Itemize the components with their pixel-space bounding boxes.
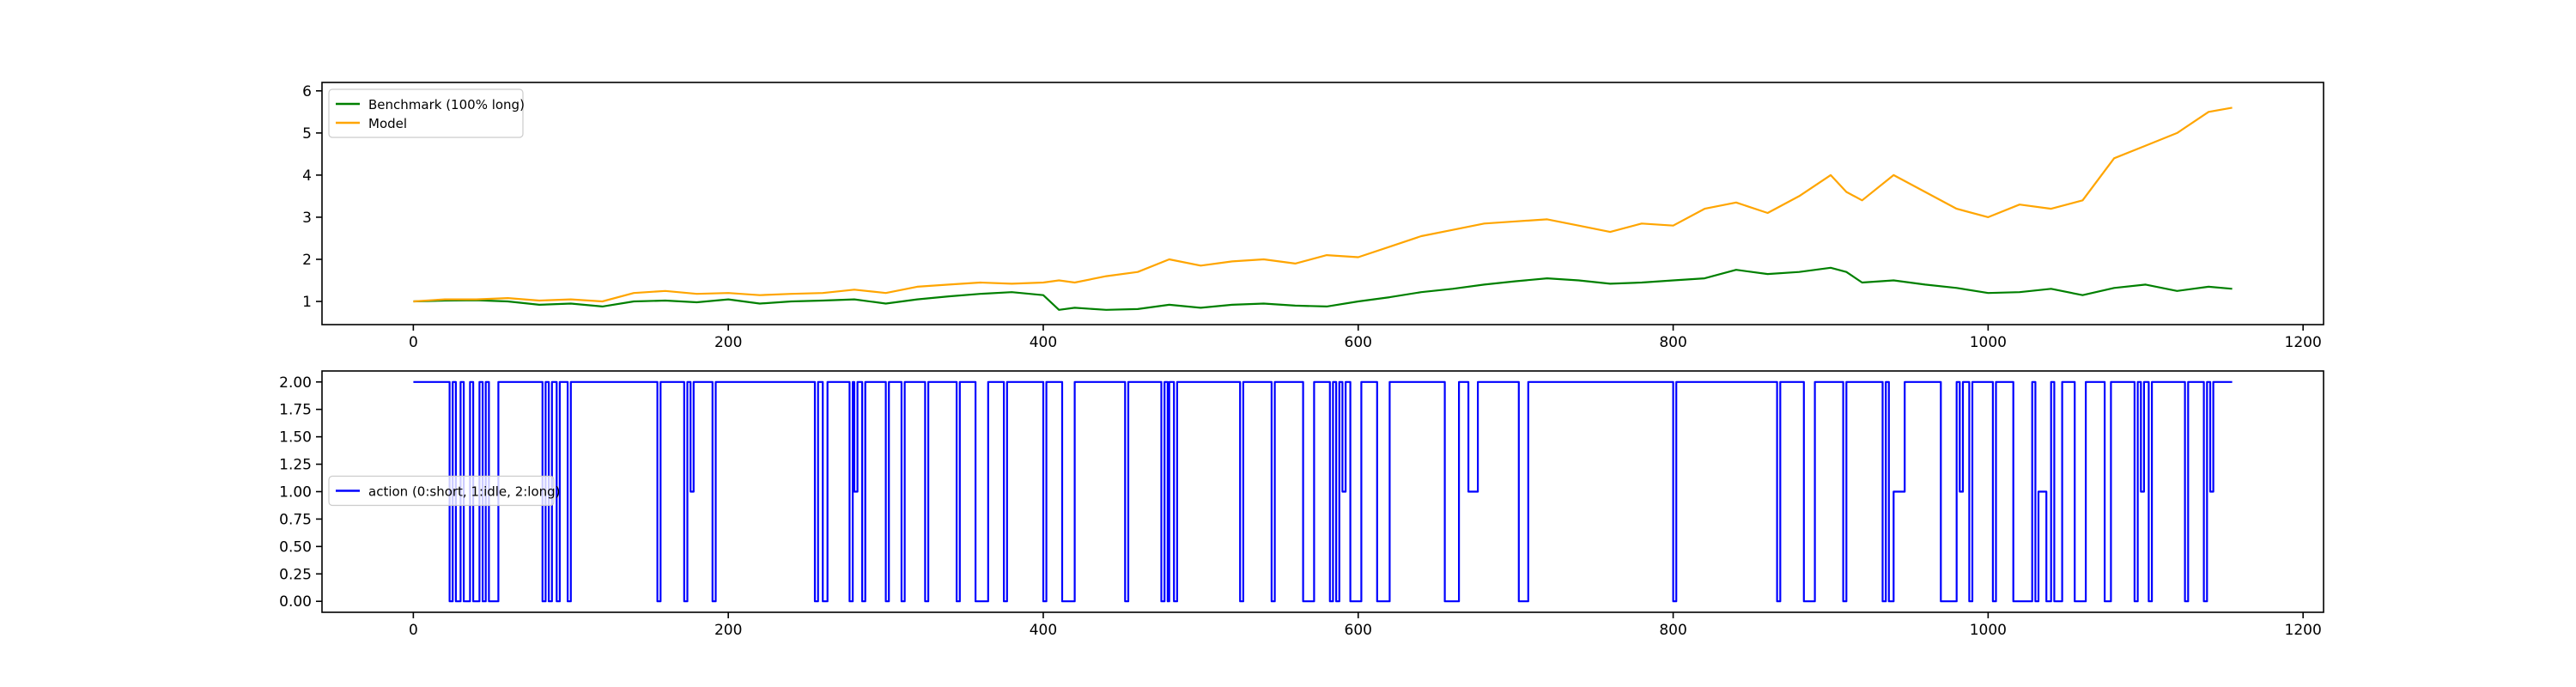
y-tick-label: 1.75 [279,402,312,419]
y-tick-label: 1 [302,294,312,311]
legend-box [328,475,555,507]
x-tick-label: 400 [1030,622,1057,639]
series-line-1 [413,380,2233,603]
legend-label: action (0:short, 1:idle, 2:long) [368,484,561,500]
axes-frame [321,82,2324,325]
x-tick-label: 1200 [2285,334,2322,351]
y-tick-label: 4 [302,167,312,185]
legend-box [328,88,524,138]
x-tick-label: 1000 [1970,622,2007,639]
y-tick-label: 2 [302,252,312,269]
y-tick-label: 3 [302,210,312,227]
legend-label: Model [368,116,407,131]
legend-label: Benchmark (100% long) [368,97,525,112]
y-tick-label: 0.50 [279,538,312,556]
series-line-2 [413,106,2233,303]
y-tick-label: 1.00 [279,484,312,502]
x-tick-label: 600 [1345,334,1372,351]
chart-panel-1: 0 200 400 600 800 1000 1200 1 2 3 4 5 6 Benchmark (10… [302,82,2324,351]
y-tick-label: 6 [302,83,312,100]
y-tick-label: 0.25 [279,566,312,583]
x-tick-label: 400 [1030,334,1057,351]
x-tick-label: 0 [409,622,418,639]
series-line-1 [413,266,2233,311]
x-tick-label: 800 [1659,334,1686,351]
y-tick-label: 2.00 [279,374,312,392]
x-tick-label: 200 [714,334,742,351]
chart-panel-2: 0 200 400 600 800 1000 1200 0.00 0.25 0.50 0.75 1.0… [279,370,2324,639]
axes-frame [321,370,2324,613]
x-tick-label: 800 [1659,622,1686,639]
x-tick-label: 1000 [1970,334,2007,351]
x-tick-label: 0 [409,334,418,351]
y-tick-label: 5 [302,125,312,143]
x-tick-label: 1200 [2285,622,2322,639]
y-tick-label: 0.00 [279,593,312,611]
y-tick-label: 1.50 [279,429,312,447]
y-tick-label: 1.25 [279,457,312,474]
x-tick-label: 600 [1345,622,1372,639]
x-tick-label: 200 [714,622,742,639]
y-tick-label: 0.75 [279,511,312,528]
